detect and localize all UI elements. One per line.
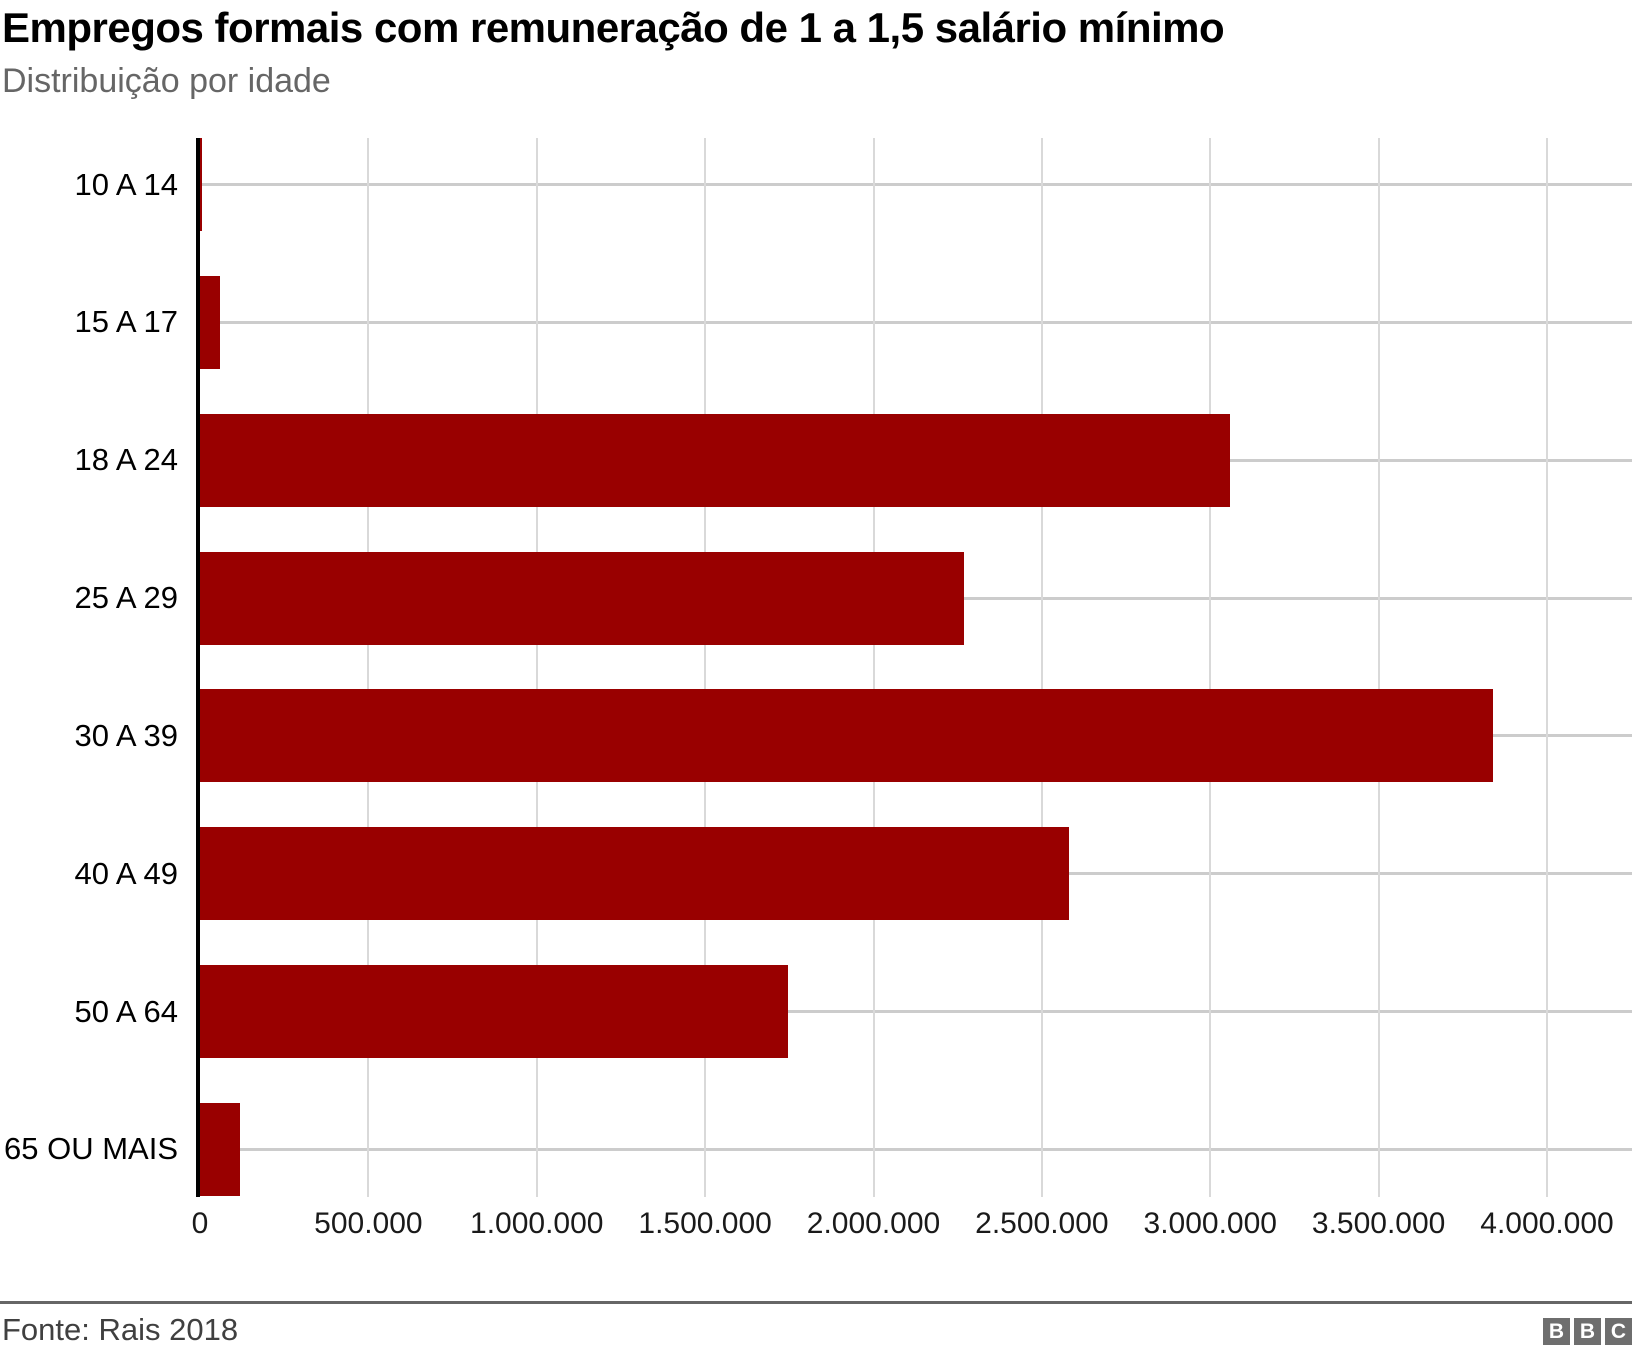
x-gridline (1040, 138, 1043, 1197)
y-tick-label: 65 OU MAIS (4, 1131, 178, 1167)
x-gridline (367, 138, 370, 1197)
x-gridline (1546, 138, 1548, 1197)
y-tick-label: 40 A 49 (74, 855, 178, 891)
bar-25-a-29 (200, 551, 965, 645)
x-tick-label: 1.500.000 (638, 1207, 772, 1240)
x-tick-label: 3.500.000 (1311, 1207, 1446, 1240)
chart-subtitle: Distribuição por idade (2, 62, 331, 100)
x-tick-label: 2.500.000 (975, 1207, 1109, 1240)
bar-15-a-17 (200, 275, 221, 369)
bar-10-a-14 (200, 138, 202, 231)
x-tick-label: 3.000.000 (1143, 1207, 1277, 1240)
y-gridline (200, 320, 1632, 324)
bar-40-a-49 (200, 827, 1069, 921)
bbc-logo-block: B (1543, 1318, 1570, 1345)
bar-30-a-39 (200, 689, 1494, 783)
bar-65-ou-mais (200, 1102, 241, 1196)
y-tick-label: 30 A 39 (74, 717, 178, 753)
x-gridline (872, 138, 875, 1197)
y-axis-line (196, 138, 200, 1197)
y-tick-label: 50 A 64 (74, 993, 178, 1029)
footer-divider (0, 1301, 1632, 1304)
source-text: Fonte: Rais 2018 (2, 1312, 239, 1347)
bbc-logo-block: C (1605, 1318, 1632, 1345)
y-gridline (200, 1010, 1632, 1014)
x-axis-labels: 0 500.000 1.000.000 1.500.000 2.000.000 2.500… (192, 1207, 1632, 1247)
x-gridline (1377, 138, 1380, 1197)
bar-18-a-24 (200, 413, 1231, 507)
y-gridline (200, 1147, 1632, 1151)
plot-area (196, 138, 1632, 1197)
x-gridline (704, 138, 707, 1197)
x-tick-label: 500.000 (314, 1207, 423, 1240)
bbc-logo-block: B (1574, 1318, 1601, 1345)
y-gridline (200, 183, 1632, 186)
y-tick-label: 25 A 29 (74, 580, 178, 616)
y-tick-label: 10 A 14 (74, 166, 178, 202)
chart-title: Empregos formais com remuneração de 1 a … (2, 4, 1225, 51)
x-tick-label: 4.000.000 (1480, 1207, 1614, 1240)
x-tick-label: 2.000.000 (806, 1207, 941, 1240)
x-gridline (1209, 138, 1212, 1197)
y-axis-labels: 10 A 14 15 A 17 18 A 24 25 A 29 30 A 39 40 A … (0, 138, 178, 1197)
bar-50-a-64 (200, 965, 788, 1059)
y-tick-label: 18 A 24 (74, 442, 178, 478)
x-tick-label: 0 (191, 1207, 209, 1240)
y-tick-label: 15 A 17 (74, 304, 178, 340)
x-gridline (535, 138, 538, 1197)
x-tick-label: 1.000.000 (470, 1207, 604, 1240)
